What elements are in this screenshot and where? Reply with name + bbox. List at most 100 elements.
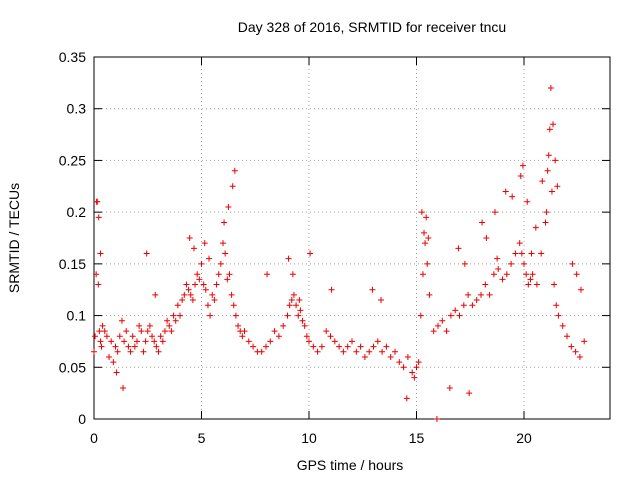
data-point xyxy=(370,343,377,350)
data-point xyxy=(512,250,519,257)
data-point xyxy=(426,291,433,298)
data-point xyxy=(369,286,376,293)
data-point xyxy=(415,359,422,366)
data-point xyxy=(439,317,446,324)
data-point xyxy=(539,178,546,185)
data-point xyxy=(228,291,235,298)
data-point xyxy=(103,333,110,340)
data-point xyxy=(217,260,224,267)
data-point xyxy=(423,214,430,221)
data-point xyxy=(121,338,128,345)
data-point xyxy=(403,395,410,402)
data-point xyxy=(275,333,282,340)
y-tick-label: 0.1 xyxy=(67,308,87,324)
data-point xyxy=(226,271,233,278)
data-point xyxy=(168,328,175,335)
data-point xyxy=(142,338,149,345)
data-point xyxy=(206,255,213,262)
data-point xyxy=(280,322,287,329)
data-point xyxy=(461,260,468,267)
data-point xyxy=(290,291,297,298)
data-point xyxy=(349,338,355,345)
data-point xyxy=(143,250,150,257)
data-point xyxy=(387,353,394,360)
data-point xyxy=(554,183,561,190)
data-point xyxy=(447,312,454,319)
data-point xyxy=(112,343,119,350)
data-point xyxy=(430,328,437,335)
data-point xyxy=(306,338,312,345)
data-point xyxy=(144,328,151,335)
data-point xyxy=(123,328,130,335)
data-point xyxy=(524,198,531,205)
data-point xyxy=(99,322,106,329)
x-tick-label: 20 xyxy=(516,430,532,446)
data-point xyxy=(314,348,321,355)
tick-layer: 0 0.05 0.1 0.15 0.2 0.25 0.3 0.35 0 5 10 15 20 xyxy=(59,49,610,446)
data-point xyxy=(185,286,192,293)
x-tick-label: 5 xyxy=(198,430,206,446)
data-point xyxy=(533,281,540,288)
data-point xyxy=(187,291,194,298)
data-point xyxy=(95,214,102,221)
data-point xyxy=(263,343,269,350)
data-point xyxy=(340,348,347,355)
data-point xyxy=(118,317,125,324)
data-point xyxy=(422,240,429,247)
data-point xyxy=(544,167,551,174)
data-point xyxy=(568,343,575,350)
data-point xyxy=(404,353,411,360)
y-tick-label: 0.05 xyxy=(59,359,86,375)
data-point xyxy=(419,271,426,278)
data-point xyxy=(307,250,314,257)
data-point xyxy=(555,312,562,319)
data-point xyxy=(443,328,450,335)
data-point xyxy=(98,343,105,350)
data-point xyxy=(97,250,104,257)
data-point xyxy=(490,271,497,278)
data-point xyxy=(235,322,242,329)
data-point xyxy=(202,286,209,293)
data-point xyxy=(411,374,418,381)
data-point xyxy=(455,245,462,252)
data-point xyxy=(546,126,553,133)
plot-frame xyxy=(93,56,611,420)
data-point xyxy=(204,302,211,309)
data-point xyxy=(543,209,550,216)
data-point xyxy=(127,348,134,355)
data-point xyxy=(140,348,147,355)
data-point xyxy=(258,348,265,355)
data-point xyxy=(151,338,158,345)
data-point xyxy=(285,255,292,262)
x-tick-label: 10 xyxy=(301,430,317,446)
data-point xyxy=(421,229,428,236)
data-point xyxy=(491,209,498,216)
data-point xyxy=(264,271,271,278)
data-point xyxy=(550,121,557,128)
data-point xyxy=(159,338,166,345)
data-point xyxy=(129,333,136,340)
data-point xyxy=(552,157,559,164)
data-point xyxy=(131,343,138,350)
data-point xyxy=(221,219,228,226)
data-point xyxy=(161,328,168,335)
data-point xyxy=(353,348,360,355)
data-point xyxy=(547,85,554,92)
data-point xyxy=(93,198,100,205)
data-point xyxy=(569,260,576,267)
data-point xyxy=(301,322,308,329)
data-point xyxy=(494,255,501,262)
data-point xyxy=(344,343,351,350)
data-point xyxy=(179,297,186,304)
data-point xyxy=(231,167,238,174)
data-point xyxy=(361,353,368,360)
data-point xyxy=(495,266,502,273)
data-point xyxy=(286,302,293,309)
data-point xyxy=(230,302,237,309)
data-point xyxy=(106,353,113,360)
y-tick-label: 0.35 xyxy=(59,49,86,65)
data-point xyxy=(153,343,160,350)
data-point xyxy=(303,333,310,340)
data-point xyxy=(357,343,364,350)
data-point xyxy=(538,250,545,257)
